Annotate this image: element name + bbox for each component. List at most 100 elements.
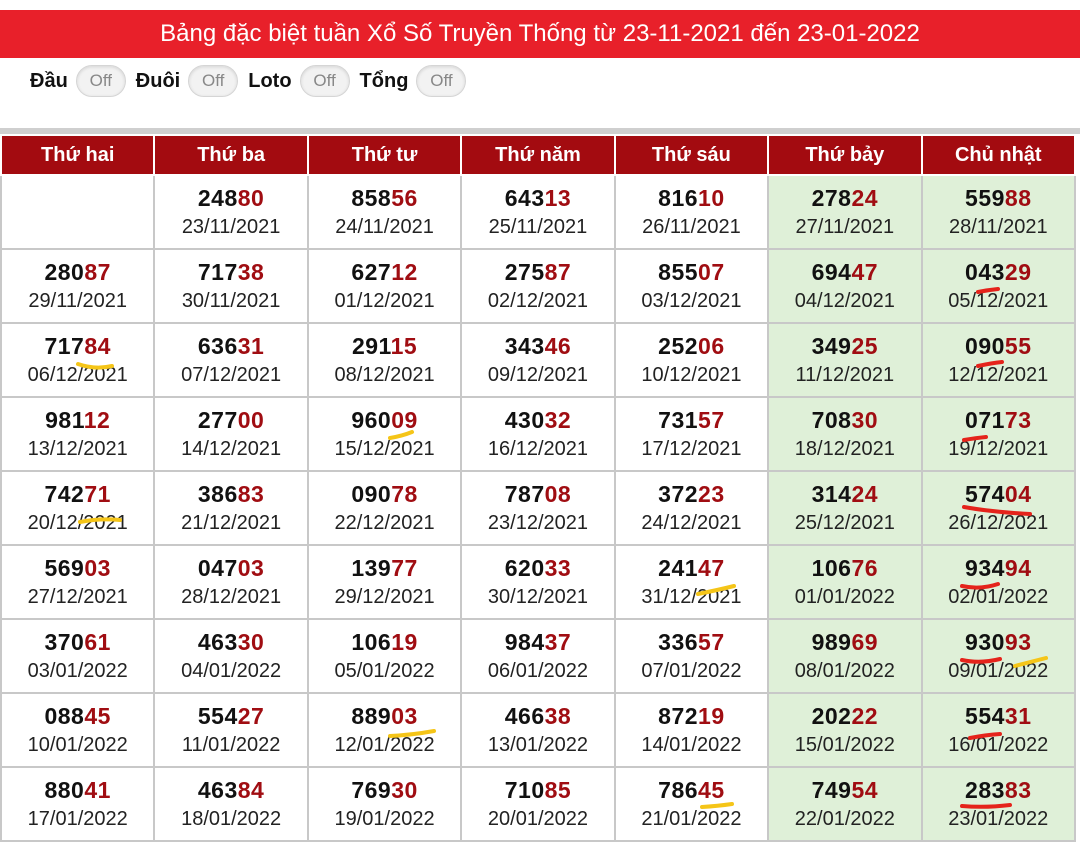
result-cell: 76930 19/01/2022 (306, 766, 463, 842)
result-number: 55427 (155, 701, 306, 731)
result-number-head: 872 (658, 703, 699, 729)
result-date: 04/12/2021 (794, 290, 895, 312)
result-cell: 29115 08/12/2021 (306, 322, 463, 398)
result-number-head: 336 (658, 629, 699, 655)
result-number-tail: 57 (698, 629, 725, 655)
table-row: 28087 29/11/2021 71738 30/11/2021 62712 01/12… (0, 248, 1077, 324)
result-number-head: 717 (197, 259, 238, 285)
result-cell: 71784 06/12/2021 (0, 322, 156, 398)
result-number-head: 106 (811, 555, 852, 581)
result-cell: 46638 13/01/2022 (460, 692, 616, 768)
result-number: 27824 (769, 183, 920, 213)
result-number: 74954 (769, 775, 920, 805)
result-date: 10/01/2022 (27, 734, 128, 756)
result-number: 71085 (462, 775, 613, 805)
result-number: 24880 (155, 183, 306, 213)
result-number: 78708 (462, 479, 613, 509)
toggle-label-duoi: Đuôi (135, 69, 181, 92)
result-number-tail: 38 (237, 259, 265, 285)
result-number: 98969 (769, 627, 920, 657)
result-number: 93093 (923, 627, 1074, 657)
result-number-tail: 32 (544, 407, 572, 433)
result-date: 27/11/2021 (795, 216, 895, 238)
result-cell: 28383 23/01/2022 (920, 766, 1077, 842)
result-number-head: 574 (965, 481, 1005, 507)
toggle-tong-switch[interactable]: Off (416, 65, 467, 97)
result-number-tail: 83 (237, 481, 265, 507)
result-date: 19/01/2022 (334, 808, 435, 830)
result-number-tail: 85 (544, 777, 572, 803)
results-table: Thứ hai Thứ ba Thứ tư Thứ năm Thứ sáu Th… (0, 134, 1077, 842)
result-cell: 74271 20/12/2021 (0, 470, 156, 546)
result-number: 28383 (923, 775, 1074, 805)
result-number-head: 248 (197, 185, 238, 211)
result-number: 28087 (2, 257, 153, 287)
result-cell: 43032 16/12/2021 (460, 396, 616, 472)
result-cell: 55431 16/01/2022 (920, 692, 1077, 768)
result-cell: 27700 14/12/2021 (153, 396, 309, 472)
result-number-head: 202 (811, 703, 852, 729)
col-header-friday: Thứ sáu (613, 134, 770, 176)
result-cell: 88903 12/01/2022 (306, 692, 463, 768)
result-cell: 34925 11/12/2021 (767, 322, 923, 398)
result-date: 24/11/2021 (335, 216, 434, 238)
result-number-head: 386 (197, 481, 238, 507)
table-row: 74271 20/12/2021 38683 21/12/2021 09078 22/12… (0, 470, 1077, 546)
result-number: 34925 (769, 331, 920, 361)
result-cell: 24147 31/12/2021 (613, 544, 770, 620)
result-number-head: 627 (351, 259, 392, 285)
result-number: 81610 (616, 183, 767, 213)
result-cell: 71085 20/01/2022 (460, 766, 616, 842)
result-cell: 93093 09/01/2022 (920, 618, 1077, 694)
result-date: 10/12/2021 (641, 364, 742, 386)
result-number-head: 710 (504, 777, 545, 803)
result-number-tail: 06 (698, 333, 725, 359)
result-number: 09078 (309, 479, 460, 509)
toggle-loto-switch[interactable]: Off (299, 65, 350, 97)
result-date: 25/12/2021 (794, 512, 895, 534)
table-row: 56903 27/12/2021 04703 28/12/2021 13977 29/12… (0, 544, 1077, 620)
result-number-head: 620 (504, 555, 545, 581)
result-date: 20/01/2022 (487, 808, 589, 830)
result-number: 62712 (309, 257, 460, 287)
toggle-duoi-switch[interactable]: Off (188, 65, 239, 97)
result-date: 24/12/2021 (641, 512, 742, 534)
col-header-monday: Thứ hai (0, 134, 156, 176)
result-number-head: 786 (658, 777, 699, 803)
result-date: 11/01/2022 (181, 734, 281, 756)
result-number-head: 708 (811, 407, 852, 433)
result-number-head: 880 (44, 777, 85, 803)
result-cell: 98437 06/01/2022 (460, 618, 616, 694)
result-number-head: 241 (658, 555, 699, 581)
result-cell: 24880 23/11/2021 (153, 174, 309, 250)
result-cell: 07173 19/12/2021 (920, 396, 1077, 472)
table-header-row: Thứ hai Thứ ba Thứ tư Thứ năm Thứ sáu Th… (0, 134, 1077, 176)
result-cell: 85856 24/11/2021 (306, 174, 463, 250)
result-number-tail: 30 (391, 777, 418, 803)
bottom-bar (0, 847, 1080, 867)
result-date: 18/01/2022 (181, 808, 282, 830)
result-number: 25206 (616, 331, 767, 361)
result-cell: 37061 03/01/2022 (0, 618, 156, 694)
page-title: Bảng đặc biệt tuần Xổ Số Truyền Thống từ… (160, 20, 920, 47)
result-number-tail: 84 (237, 777, 265, 803)
result-number-tail: 78 (391, 481, 418, 507)
toggle-label-tong: Tổng (359, 69, 409, 92)
result-date: 23/11/2021 (181, 216, 281, 238)
result-date: 15/01/2022 (794, 734, 895, 756)
result-date: 06/01/2022 (487, 660, 589, 682)
result-number-tail: 23 (698, 481, 725, 507)
result-number-head: 787 (504, 481, 545, 507)
toggle-dau-switch[interactable]: Off (75, 65, 126, 97)
col-header-sunday: Chủ nhật (920, 134, 1077, 176)
result-number-tail: 03 (391, 703, 418, 729)
result-date: 18/12/2021 (794, 438, 895, 460)
result-cell: 08845 10/01/2022 (0, 692, 156, 768)
result-number-head: 280 (44, 259, 85, 285)
result-number-tail: 55 (1004, 333, 1032, 359)
result-number: 37223 (616, 479, 767, 509)
result-cell: 34346 09/12/2021 (460, 322, 616, 398)
result-number-tail: 93 (1004, 629, 1032, 655)
result-number-tail: 00 (237, 407, 265, 433)
result-number: 69447 (769, 257, 920, 287)
